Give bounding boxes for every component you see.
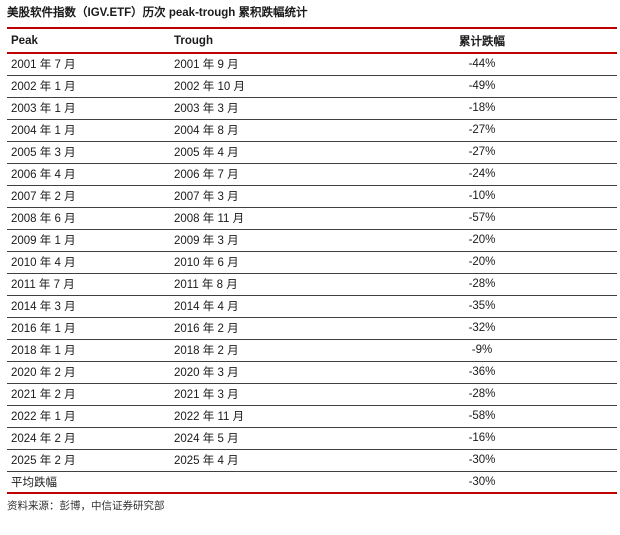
trough-cell: 2006 年 7 月 — [173, 163, 347, 186]
table-title: 美股软件指数（IGV.ETF）历次 peak-trough 累积跌幅统计 — [7, 7, 308, 19]
trough-cell: 2008 年 11 月 — [173, 207, 347, 230]
peak-cell: 2004 年 1 月 — [7, 119, 173, 142]
peak-cell: 2008 年 6 月 — [7, 207, 173, 230]
table-row: 2005 年 3 月 2005 年 4 月 -27% — [7, 141, 617, 164]
decline-value-cell: -27% — [347, 141, 617, 164]
trough-cell: 2001 年 9 月 — [173, 53, 347, 76]
trough-cell: 2014 年 4 月 — [173, 295, 347, 318]
decline-value-cell: -9% — [347, 339, 617, 362]
summary-label-cell: 平均跌幅 — [7, 471, 173, 494]
table-row: 2001 年 7 月 2001 年 9 月 -44% — [7, 53, 617, 76]
peak-cell: 2021 年 2 月 — [7, 383, 173, 406]
summary-empty-cell — [173, 471, 347, 494]
peak-cell: 2002 年 1 月 — [7, 75, 173, 98]
decline-value-cell: -28% — [347, 273, 617, 296]
trough-cell: 2011 年 8 月 — [173, 273, 347, 296]
trough-cell: 2010 年 6 月 — [173, 251, 347, 274]
peak-cell: 2016 年 1 月 — [7, 317, 173, 340]
column-header-peak: Peak — [7, 28, 173, 54]
decline-value-cell: -49% — [347, 75, 617, 98]
table-row: 2006 年 4 月 2006 年 7 月 -24% — [7, 163, 617, 186]
trough-cell: 2021 年 3 月 — [173, 383, 347, 406]
peak-cell: 2014 年 3 月 — [7, 295, 173, 318]
table-header: Peak Trough 累计跌幅 — [7, 28, 617, 54]
trough-cell: 2016 年 2 月 — [173, 317, 347, 340]
table-row: 2004 年 1 月 2004 年 8 月 -27% — [7, 119, 617, 142]
decline-value-cell: -24% — [347, 163, 617, 186]
peak-trough-table: Peak Trough 累计跌幅 2001 年 7 月 2001 年 9 月 -44… — [7, 27, 617, 494]
decline-value-cell: -18% — [347, 97, 617, 120]
table-row: 2009 年 1 月 2009 年 3 月 -20% — [7, 229, 617, 252]
column-header-decline: 累计跌幅 — [347, 28, 617, 54]
trough-cell: 2018 年 2 月 — [173, 339, 347, 362]
trough-cell: 2024 年 5 月 — [173, 427, 347, 450]
table-row: 2021 年 2 月 2021 年 3 月 -28% — [7, 383, 617, 406]
decline-value-cell: -32% — [347, 317, 617, 340]
summary-row: 平均跌幅 -30% — [7, 471, 617, 494]
decline-value-cell: -10% — [347, 185, 617, 208]
header-row: Peak Trough 累计跌幅 — [7, 28, 617, 54]
decline-value-cell: -35% — [347, 295, 617, 318]
decline-value-cell: -28% — [347, 383, 617, 406]
table-row: 2007 年 2 月 2007 年 3 月 -10% — [7, 185, 617, 208]
trough-cell: 2022 年 11 月 — [173, 405, 347, 428]
decline-value-cell: -58% — [347, 405, 617, 428]
trough-cell: 2007 年 3 月 — [173, 185, 347, 208]
table-row: 2016 年 1 月 2016 年 2 月 -32% — [7, 317, 617, 340]
table-row: 2010 年 4 月 2010 年 6 月 -20% — [7, 251, 617, 274]
decline-value-cell: -20% — [347, 251, 617, 274]
table-row: 2024 年 2 月 2024 年 5 月 -16% — [7, 427, 617, 450]
peak-cell: 2025 年 2 月 — [7, 449, 173, 472]
decline-value-cell: -30% — [347, 449, 617, 472]
decline-value-cell: -16% — [347, 427, 617, 450]
trough-cell: 2003 年 3 月 — [173, 97, 347, 120]
source-note: 资料来源：彭博，中信证券研究部 — [7, 500, 165, 512]
peak-cell: 2020 年 2 月 — [7, 361, 173, 384]
table-row: 2003 年 1 月 2003 年 3 月 -18% — [7, 97, 617, 120]
table-row: 2018 年 1 月 2018 年 2 月 -9% — [7, 339, 617, 362]
peak-cell: 2005 年 3 月 — [7, 141, 173, 164]
trough-cell: 2020 年 3 月 — [173, 361, 347, 384]
summary-value-cell: -30% — [347, 471, 617, 494]
table-row: 2011 年 7 月 2011 年 8 月 -28% — [7, 273, 617, 296]
peak-cell: 2001 年 7 月 — [7, 53, 173, 76]
decline-value-cell: -44% — [347, 53, 617, 76]
trough-cell: 2025 年 4 月 — [173, 449, 347, 472]
decline-value-cell: -20% — [347, 229, 617, 252]
trough-cell: 2005 年 4 月 — [173, 141, 347, 164]
table-row: 2025 年 2 月 2025 年 4 月 -30% — [7, 449, 617, 472]
peak-cell: 2011 年 7 月 — [7, 273, 173, 296]
peak-cell: 2006 年 4 月 — [7, 163, 173, 186]
peak-cell: 2018 年 1 月 — [7, 339, 173, 362]
peak-cell: 2007 年 2 月 — [7, 185, 173, 208]
table-row: 2014 年 3 月 2014 年 4 月 -35% — [7, 295, 617, 318]
table-row: 2008 年 6 月 2008 年 11 月 -57% — [7, 207, 617, 230]
table-row: 2022 年 1 月 2022 年 11 月 -58% — [7, 405, 617, 428]
trough-cell: 2004 年 8 月 — [173, 119, 347, 142]
trough-cell: 2009 年 3 月 — [173, 229, 347, 252]
peak-cell: 2022 年 1 月 — [7, 405, 173, 428]
table-row: 2020 年 2 月 2020 年 3 月 -36% — [7, 361, 617, 384]
decline-value-cell: -27% — [347, 119, 617, 142]
peak-cell: 2009 年 1 月 — [7, 229, 173, 252]
table-body: 2001 年 7 月 2001 年 9 月 -44% 2002 年 1 月 2002 年… — [7, 53, 617, 494]
peak-cell: 2024 年 2 月 — [7, 427, 173, 450]
table-row: 2002 年 1 月 2002 年 10 月 -49% — [7, 75, 617, 98]
decline-value-cell: -57% — [347, 207, 617, 230]
peak-cell: 2003 年 1 月 — [7, 97, 173, 120]
trough-cell: 2002 年 10 月 — [173, 75, 347, 98]
column-header-trough: Trough — [173, 28, 347, 54]
peak-cell: 2010 年 4 月 — [7, 251, 173, 274]
decline-value-cell: -36% — [347, 361, 617, 384]
